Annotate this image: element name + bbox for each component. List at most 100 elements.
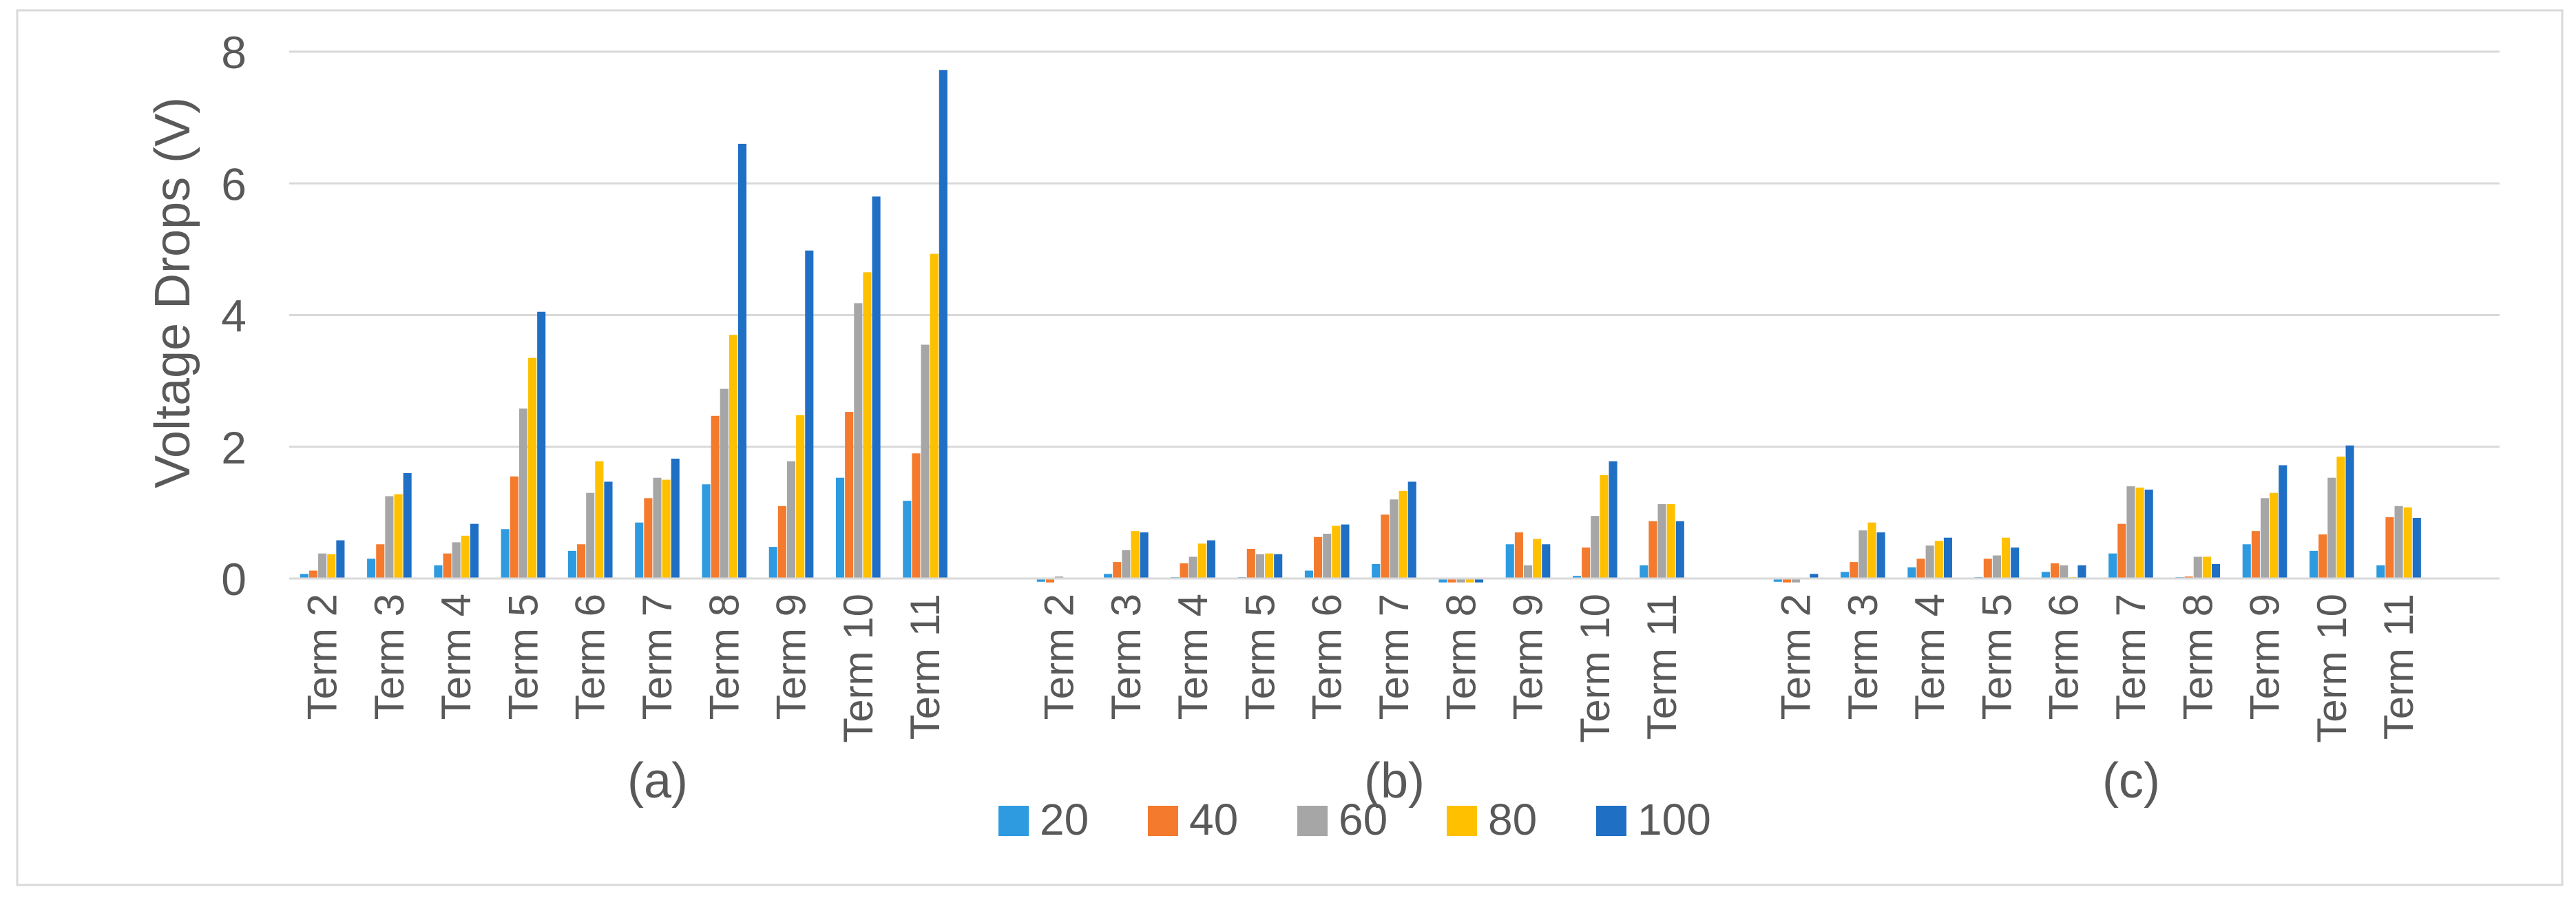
bar bbox=[1782, 578, 1792, 583]
bar bbox=[1648, 521, 1657, 578]
bar bbox=[805, 250, 814, 578]
bar bbox=[1640, 565, 1648, 578]
bar bbox=[1265, 553, 1274, 578]
legend-swatch bbox=[998, 806, 1029, 836]
x-tick-label: Term 6 bbox=[2041, 594, 2087, 720]
bar bbox=[2117, 523, 2126, 578]
y-tick-label: 6 bbox=[221, 158, 247, 209]
bar bbox=[595, 461, 604, 578]
bar bbox=[1514, 532, 1523, 578]
group-label: (b) bbox=[1364, 753, 1425, 809]
x-tick-label: Term 11 bbox=[902, 594, 948, 740]
bar bbox=[863, 272, 872, 578]
bar bbox=[1274, 554, 1283, 578]
legend-label: 20 bbox=[1040, 795, 1089, 844]
x-tick-label: Term 10 bbox=[835, 594, 881, 743]
legend: 20 40 60 80 100 bbox=[998, 795, 1711, 844]
bar bbox=[1407, 481, 1416, 578]
x-tick-label: Term 3 bbox=[1103, 594, 1149, 720]
bar bbox=[519, 408, 527, 578]
bar bbox=[1600, 475, 1609, 578]
bar bbox=[567, 550, 576, 578]
bar bbox=[1332, 525, 1341, 578]
x-tick-label: Term 5 bbox=[500, 594, 546, 720]
y-tick-label: 0 bbox=[221, 554, 247, 605]
bar bbox=[1858, 530, 1867, 578]
x-tick-label: Term 5 bbox=[1973, 594, 2020, 720]
y-tick-label: 8 bbox=[221, 27, 247, 78]
x-tick-label: Term 4 bbox=[433, 594, 479, 720]
bar bbox=[939, 70, 947, 578]
bar bbox=[2327, 477, 2336, 578]
x-tick-label: Term 6 bbox=[567, 594, 614, 720]
bar bbox=[394, 494, 403, 578]
group-label: (c) bbox=[2102, 753, 2160, 809]
bar bbox=[786, 461, 796, 578]
bar bbox=[537, 311, 546, 578]
bar bbox=[443, 553, 452, 578]
x-tick-label: Term 5 bbox=[1237, 594, 1283, 720]
bar bbox=[835, 477, 845, 578]
bar bbox=[2051, 563, 2060, 578]
bar bbox=[1841, 572, 1850, 578]
bar bbox=[2385, 517, 2394, 578]
bar bbox=[2011, 548, 2020, 578]
bar bbox=[635, 522, 644, 578]
x-tick-label: Term 11 bbox=[2376, 594, 2422, 740]
bar bbox=[1666, 503, 1675, 578]
bar bbox=[1246, 548, 1255, 578]
bar bbox=[2144, 489, 2153, 578]
bar bbox=[1197, 543, 1206, 578]
bar bbox=[1122, 550, 1131, 578]
bar bbox=[1180, 563, 1188, 578]
bar bbox=[2345, 445, 2354, 578]
legend-swatch bbox=[1297, 806, 1328, 836]
bar bbox=[586, 492, 595, 578]
bar bbox=[461, 535, 470, 578]
bar bbox=[1381, 514, 1390, 578]
bar bbox=[720, 388, 729, 578]
bar bbox=[1438, 578, 1447, 583]
y-tick-label: 4 bbox=[221, 291, 247, 342]
bar bbox=[1045, 578, 1055, 583]
bar bbox=[1390, 499, 1399, 578]
bar bbox=[367, 559, 376, 578]
bar bbox=[796, 415, 805, 578]
bar bbox=[2251, 531, 2260, 578]
legend-swatch bbox=[1148, 806, 1178, 836]
legend-label: 40 bbox=[1189, 795, 1238, 844]
bar bbox=[1206, 540, 1215, 578]
bar bbox=[2135, 488, 2144, 578]
bar bbox=[1657, 503, 1666, 578]
bar bbox=[327, 554, 336, 578]
bar bbox=[1925, 545, 1934, 578]
bar bbox=[577, 544, 586, 578]
x-tick-label: Term 4 bbox=[1907, 594, 1953, 720]
bar bbox=[737, 143, 747, 578]
x-tick-label: Term 6 bbox=[1304, 594, 1350, 720]
bar bbox=[1465, 578, 1474, 583]
bar bbox=[702, 484, 711, 578]
bar bbox=[1131, 531, 1140, 578]
bar bbox=[671, 458, 680, 578]
bar bbox=[510, 476, 519, 578]
bar bbox=[653, 477, 662, 578]
bar bbox=[1934, 541, 1943, 578]
bar bbox=[1867, 522, 1876, 578]
bar bbox=[2077, 565, 2086, 578]
bar bbox=[2126, 486, 2135, 578]
bar bbox=[1456, 578, 1465, 583]
legend-swatch bbox=[1447, 806, 1477, 836]
bar bbox=[854, 303, 863, 578]
bar bbox=[1983, 559, 1992, 578]
bar bbox=[376, 544, 385, 578]
legend-swatch bbox=[1596, 806, 1626, 836]
y-axis-label: Voltage Drops (V) bbox=[145, 97, 200, 488]
bar bbox=[1304, 570, 1313, 578]
bar bbox=[2279, 465, 2287, 578]
y-tick-label: 2 bbox=[221, 422, 247, 473]
axes: 0 2 4 6 8 Term 2 Term 3 Term 4 Term 5 Term 6 Term … bbox=[221, 27, 2500, 809]
bar bbox=[1113, 562, 1122, 578]
